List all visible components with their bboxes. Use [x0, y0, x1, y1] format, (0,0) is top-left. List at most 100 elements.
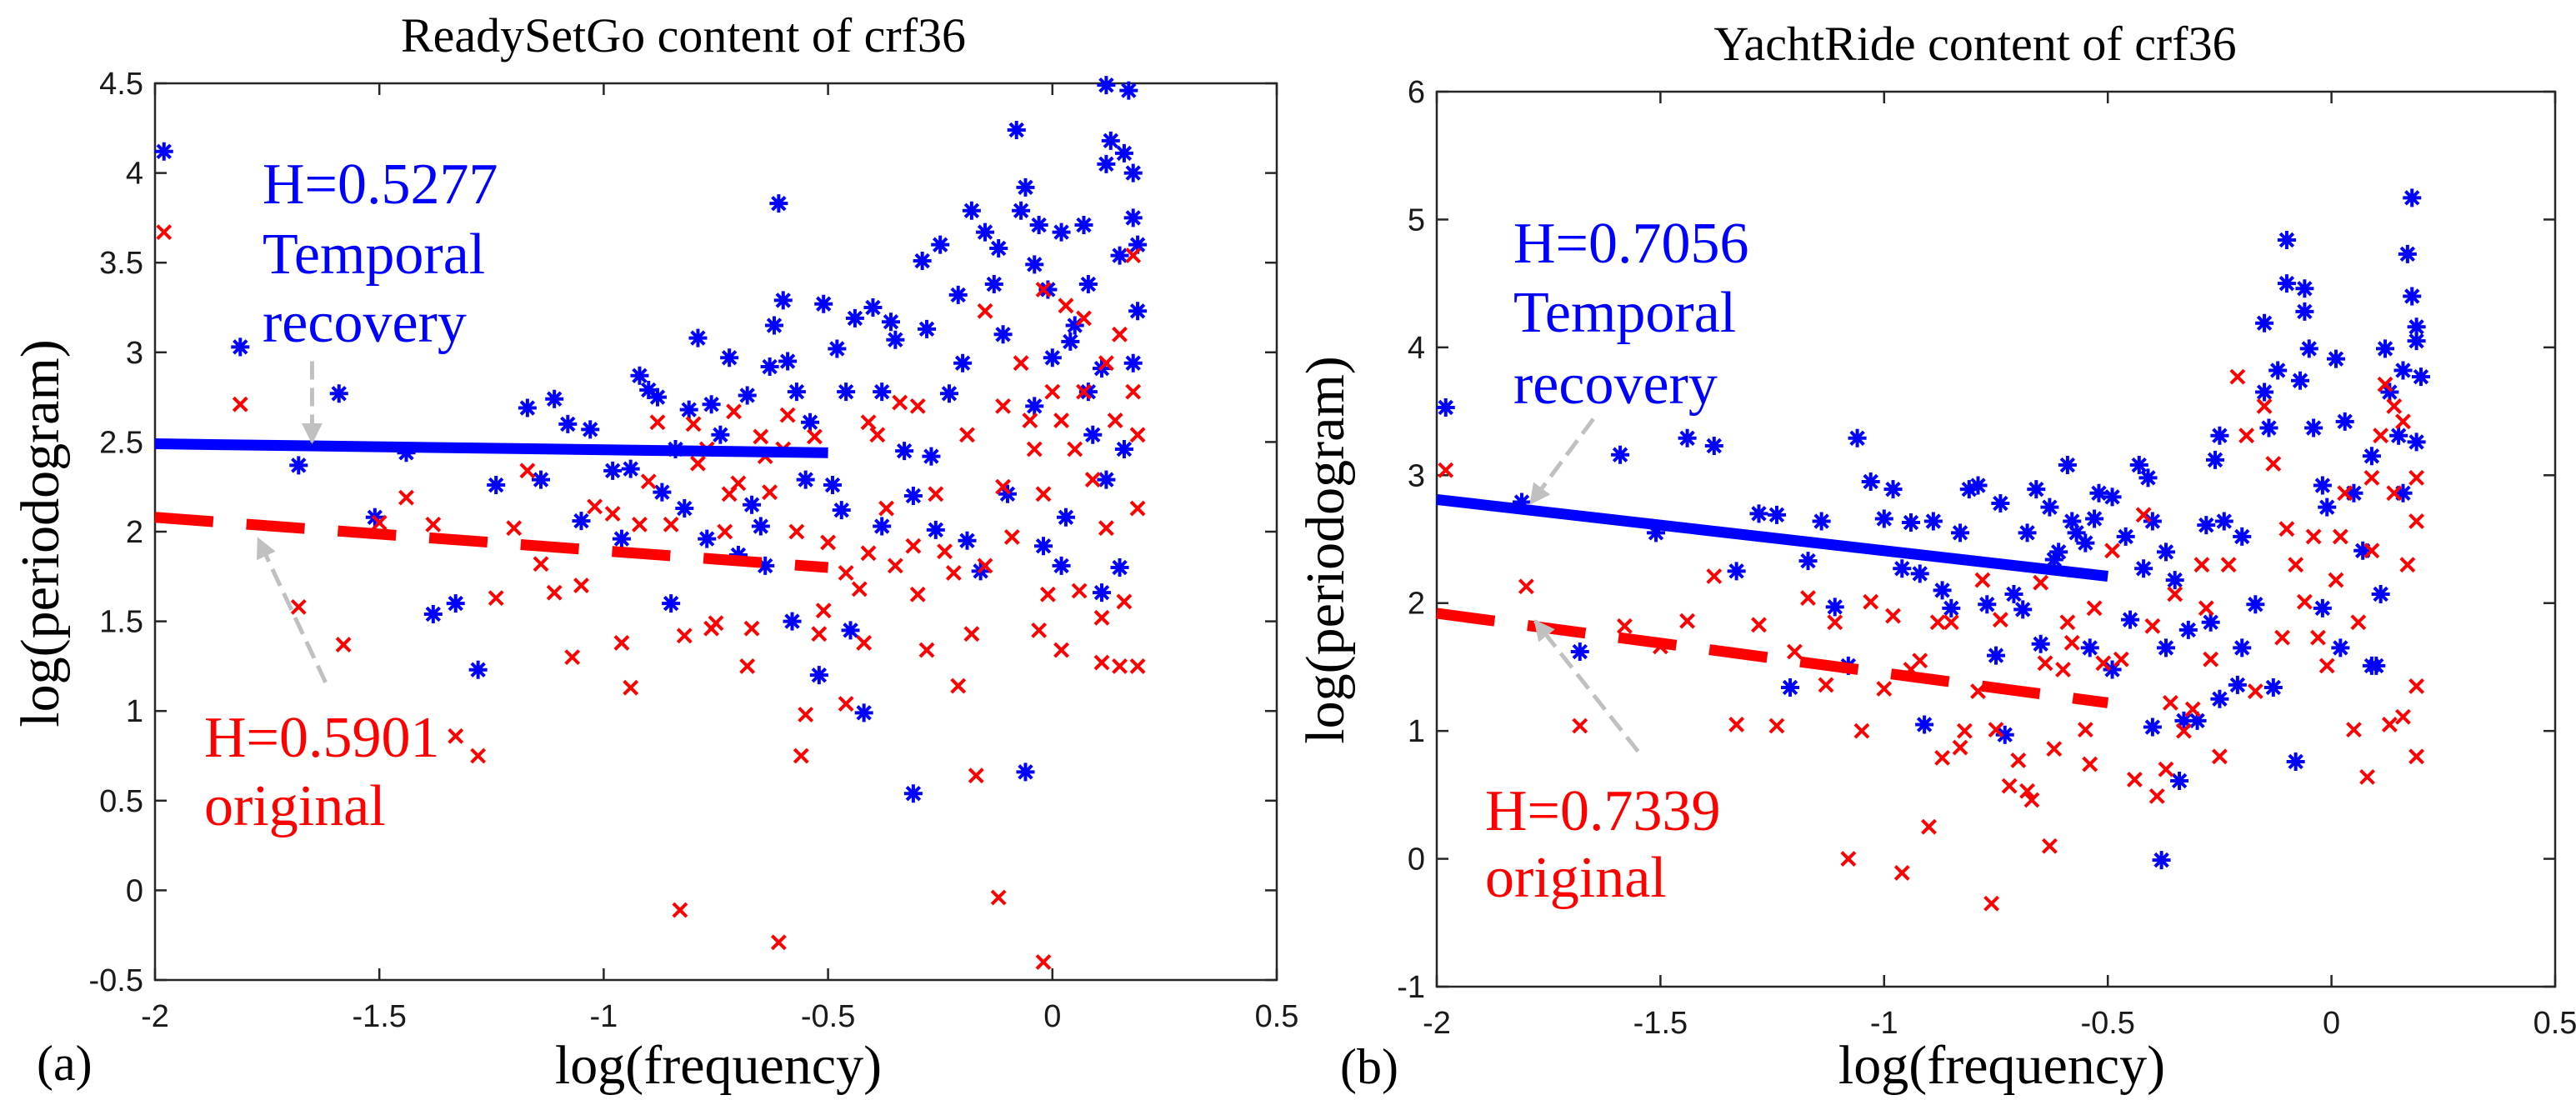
- data-point-asterisk: [1007, 120, 1026, 139]
- fit-line-temporal-recovery: [154, 438, 828, 458]
- data-point-asterisk: [993, 325, 1013, 344]
- data-point-x: [1098, 520, 1114, 537]
- data-point-asterisk: [2259, 418, 2278, 438]
- annotation-blue-line1: Temporal: [1513, 281, 1736, 345]
- data-point-x: [959, 427, 975, 443]
- data-point-asterisk: [2277, 230, 2296, 249]
- data-point-x: [1853, 722, 1870, 739]
- data-point-asterisk: [863, 298, 883, 317]
- y-tick-label: 4: [1408, 331, 1425, 366]
- data-point-asterisk: [1987, 646, 2005, 665]
- data-point-x: [2126, 772, 2143, 788]
- data-point-asterisk: [1123, 163, 1143, 182]
- data-point-x: [546, 584, 563, 601]
- data-point-asterisk: [2295, 279, 2314, 298]
- data-point-x: [2278, 521, 2295, 538]
- data-point-asterisk: [1893, 559, 1912, 578]
- data-point-x: [1992, 612, 2008, 628]
- data-point-asterisk: [841, 621, 860, 640]
- data-point-asterisk: [2031, 634, 2050, 653]
- y-tick-label: 0: [126, 873, 143, 908]
- data-point-asterisk: [881, 312, 900, 332]
- annotation-arrow: [1528, 418, 1595, 506]
- data-point-x: [2113, 651, 2129, 668]
- x-tick-label: 0: [1043, 999, 1061, 1034]
- plot-frame: [1435, 90, 2557, 988]
- data-point-asterisk: [621, 459, 640, 478]
- data-point-asterisk: [639, 380, 658, 399]
- data-point-asterisk: [720, 348, 739, 368]
- data-point-x: [2238, 428, 2255, 444]
- data-point-x: [815, 602, 832, 619]
- data-point-asterisk: [2291, 371, 2310, 390]
- data-point-x: [2095, 655, 2112, 672]
- data-point-x: [1787, 643, 1803, 660]
- data-point-x: [564, 649, 581, 666]
- data-point-asterisk: [2004, 584, 2023, 603]
- data-point-x: [1818, 677, 1834, 693]
- data-point-x: [533, 556, 549, 572]
- y-tick-label: 0: [1408, 842, 1425, 878]
- data-point-x: [793, 748, 809, 764]
- data-point-x: [632, 516, 648, 532]
- y-tick-label: 6: [1408, 75, 1425, 110]
- data-point-x: [1040, 586, 1056, 602]
- data-point-x: [708, 615, 724, 632]
- data-point-asterisk: [2085, 509, 2104, 528]
- data-point-asterisk: [2152, 851, 2171, 870]
- data-point-asterisk: [1101, 131, 1120, 150]
- data-point-asterisk: [1910, 564, 1929, 583]
- annotation-red-h: H=0.5901: [204, 706, 440, 770]
- data-point-asterisk: [2129, 456, 2148, 475]
- data-point-x: [1076, 310, 1092, 327]
- data-point-x: [1893, 865, 1910, 881]
- data-point-x: [2037, 655, 2053, 672]
- data-point-x: [995, 398, 1011, 414]
- data-point-asterisk: [2049, 542, 2068, 562]
- data-point-x: [448, 728, 464, 744]
- data-point-x: [2381, 717, 2398, 732]
- data-point-x: [1112, 658, 1128, 674]
- data-point-asterisk: [2121, 610, 2140, 629]
- data-point-x: [613, 635, 630, 651]
- data-point-x: [2167, 586, 2183, 602]
- data-point-asterisk: [2393, 483, 2413, 502]
- data-point-asterisk: [953, 353, 973, 372]
- data-point-x: [820, 534, 837, 551]
- data-point-x: [2318, 658, 2335, 674]
- annotation-arrow: [1533, 619, 1640, 753]
- data-point-x: [798, 707, 814, 722]
- data-point-asterisk: [895, 442, 914, 461]
- data-point-x: [2363, 542, 2380, 559]
- data-point-asterisk: [1611, 445, 1630, 464]
- data-point-x: [156, 224, 173, 241]
- data-point-asterisk: [446, 594, 465, 613]
- data-point-asterisk: [2353, 541, 2373, 560]
- data-point-asterisk: [2040, 498, 2059, 517]
- data-point-x: [1706, 568, 1723, 584]
- data-point-asterisk: [2058, 456, 2077, 475]
- y-tick-label: 0.5: [99, 784, 143, 819]
- data-point-asterisk: [2018, 523, 2037, 542]
- data-point-asterisk: [873, 517, 892, 536]
- data-point-x: [2033, 574, 2049, 591]
- data-point-asterisk: [2206, 450, 2225, 469]
- data-point-asterisk: [2067, 523, 2086, 542]
- data-point-x: [945, 565, 962, 581]
- data-point-x: [2274, 629, 2290, 646]
- data-point-asterisk: [1078, 382, 1098, 402]
- data-point-asterisk: [1704, 436, 1723, 455]
- data-point-x: [2408, 513, 2425, 529]
- data-point-asterisk: [1512, 492, 1531, 512]
- data-point-x: [762, 484, 778, 501]
- y-tick-label: 1: [1408, 714, 1425, 749]
- data-point-x: [788, 523, 805, 540]
- data-point-x: [928, 486, 944, 502]
- data-point-asterisk: [2201, 612, 2220, 632]
- y-tick-label: 2: [1408, 587, 1425, 622]
- fit-line-original: [154, 512, 829, 573]
- data-point-asterisk: [1995, 725, 2014, 744]
- series-temporal-recovery: [1436, 188, 2430, 870]
- data-point-x: [995, 478, 1011, 495]
- data-point-asterisk: [603, 461, 623, 480]
